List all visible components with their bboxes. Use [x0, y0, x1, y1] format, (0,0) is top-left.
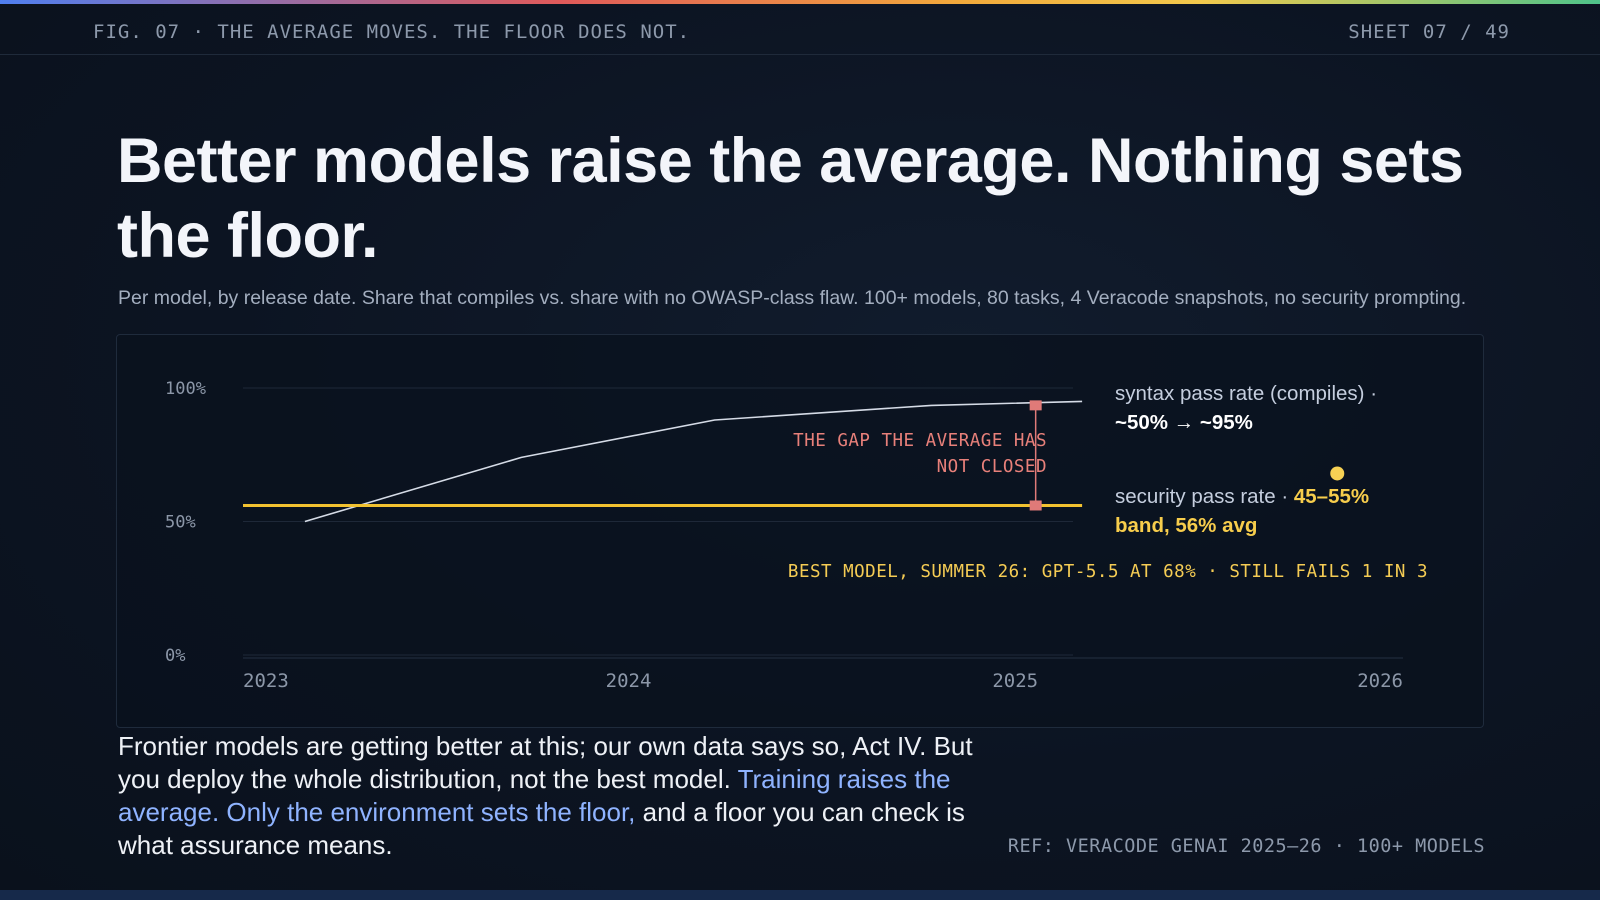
figure-label: FIG. 07 · THE AVERAGE MOVES. THE FLOOR D…	[93, 21, 691, 43]
header-bar: FIG. 07 · THE AVERAGE MOVES. THE FLOOR D…	[0, 4, 1600, 55]
body-paragraph: Frontier models are getting better at th…	[118, 730, 978, 862]
sheet-counter: SHEET 07 / 49	[1348, 21, 1510, 43]
series-line-0	[304, 400, 1083, 523]
marker-layer	[1029, 400, 1345, 511]
bottom-strip	[0, 890, 1600, 900]
series-layer	[243, 400, 1083, 523]
chart-panel: 100% 50% 0% 2023 2024 2025 2026 THE GAP THE A…	[116, 334, 1484, 728]
annotation-layer: THE GAP THE AVERAGE HAS NOT CLOSED BEST …	[788, 431, 1428, 582]
grid-lines	[243, 387, 1403, 659]
syntax-series-value: ~50% → ~95%	[1115, 411, 1253, 434]
y-tick-label-0: 100%	[165, 379, 206, 399]
reference-label: REF: VERACODE GENAI 2025–26 · 100+ MODEL…	[1007, 836, 1485, 857]
gap-marker-top	[1029, 400, 1042, 411]
x-tick-label-2: 2025	[992, 670, 1038, 692]
x-axis-ticks: 2023 2024 2025 2026	[243, 670, 1403, 692]
body-accent-text: Training raises the average. Only the en…	[118, 764, 951, 827]
syntax-series-label: syntax pass rate (compiles) · ~50% → ~95…	[1115, 379, 1377, 437]
x-tick-label-1: 2024	[606, 670, 652, 692]
x-tick-label-3: 2026	[1357, 670, 1403, 692]
y-tick-label-2: 0%	[165, 646, 185, 666]
gap-annotation-line-2: NOT CLOSED	[937, 457, 1047, 477]
gap-annotation-line-1: THE GAP THE AVERAGE HAS	[793, 431, 1047, 451]
y-tick-label-1: 50%	[165, 513, 196, 533]
page-title: Better models raise the average. Nothing…	[117, 126, 1464, 271]
y-axis-ticks: 100% 50% 0%	[165, 379, 206, 666]
security-series-name: security pass rate ·	[1115, 485, 1289, 508]
page-subtitle: Per model, by release date. Share that c…	[118, 287, 1467, 309]
best-model-point	[1330, 466, 1345, 481]
body-text-part-1: Frontier models are getting better at th…	[118, 731, 973, 794]
security-series-value-b: band, 56% avg	[1115, 514, 1258, 537]
best-model-annotation: BEST MODEL, SUMMER 26: GPT-5.5 AT 68% · …	[788, 562, 1428, 582]
security-series-label: security pass rate · 45–55% band, 56% av…	[1115, 482, 1369, 540]
syntax-series-name: syntax pass rate (compiles) ·	[1115, 382, 1378, 405]
security-series-value-a: 45–55%	[1293, 485, 1370, 508]
top-gradient-strip	[0, 0, 1600, 4]
x-tick-label-0: 2023	[243, 670, 289, 692]
body-text-part-2: and a floor you can check is what assura…	[118, 797, 965, 860]
line-chart: 100% 50% 0% 2023 2024 2025 2026 THE GAP THE A…	[165, 379, 1428, 692]
gap-marker-bottom	[1029, 500, 1042, 511]
